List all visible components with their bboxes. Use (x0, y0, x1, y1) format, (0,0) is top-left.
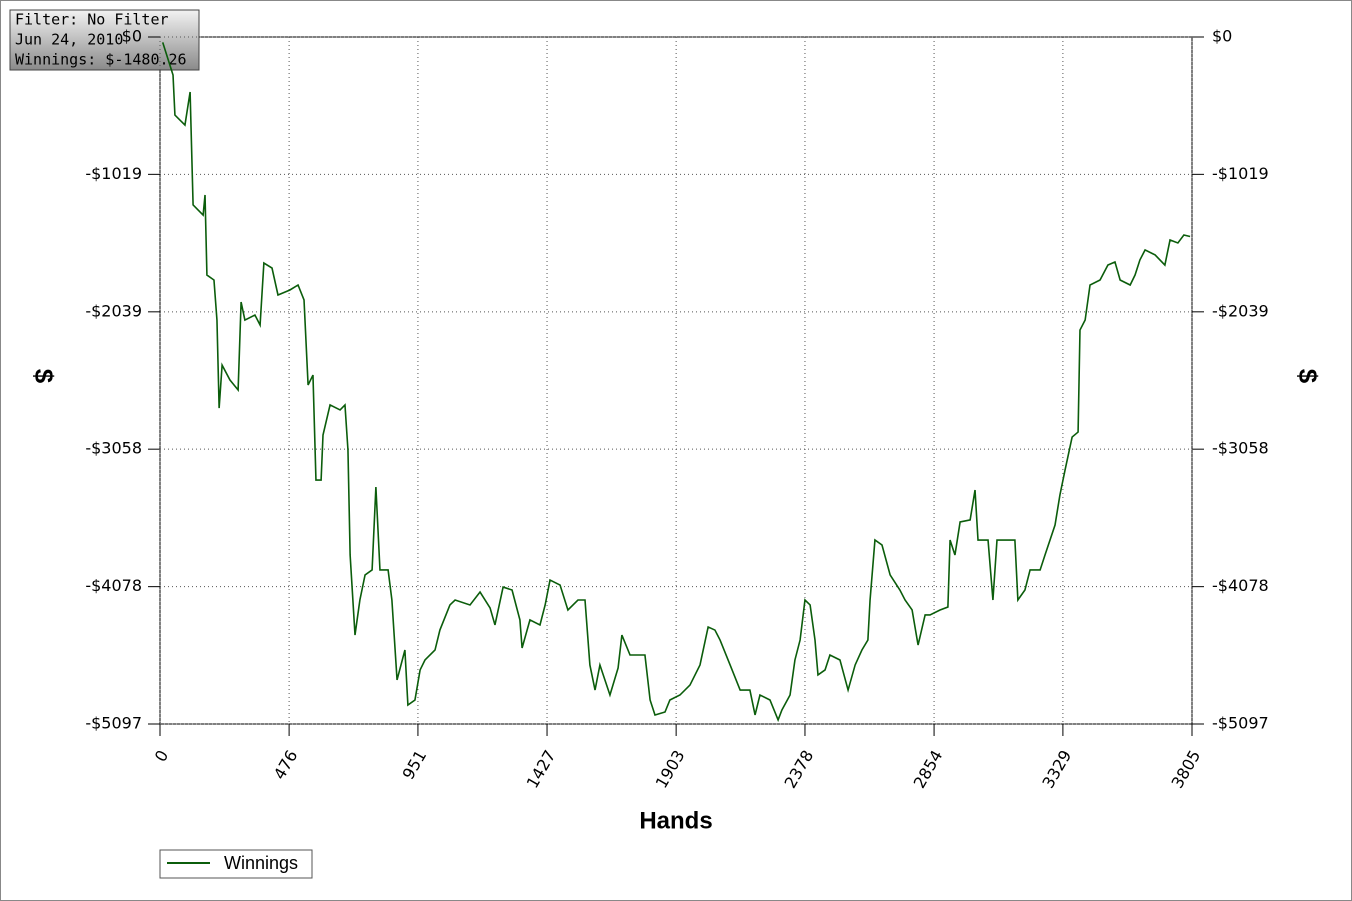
y-tick-label: -$5097 (85, 714, 142, 733)
y-tick-label: -$1019 (85, 164, 142, 183)
tooltip: Filter: No Filter Jun 24, 2010 Winnings: $… (9, 9, 200, 71)
tooltip-line: Winnings: $-1480.26 (15, 51, 187, 69)
x-axis-title: Hands (639, 807, 712, 834)
y-tick-label: $0 (122, 27, 142, 46)
y-tick-label: -$4078 (85, 576, 142, 595)
y2-tick-label: -$3058 (1212, 439, 1269, 458)
tooltip-line: Jun 24, 2010 (15, 31, 123, 49)
y2-tick-label: -$5097 (1212, 714, 1269, 733)
y-tick-label: -$2039 (85, 301, 142, 320)
tooltip-line: Filter: No Filter (15, 11, 169, 29)
y2-tick-label: -$2039 (1212, 301, 1269, 320)
y2-tick-label: -$4078 (1212, 576, 1269, 595)
y-tick-label: -$3058 (85, 439, 142, 458)
y-axis-title: $ (29, 369, 59, 384)
y2-tick-label: $0 (1212, 27, 1232, 46)
y2-tick-label: -$1019 (1212, 164, 1269, 183)
series-line (161, 42, 1191, 723)
y2-axis-title: $ (1293, 369, 1323, 384)
legend: Winnings (159, 849, 313, 879)
legend-label: Winnings (224, 853, 298, 873)
